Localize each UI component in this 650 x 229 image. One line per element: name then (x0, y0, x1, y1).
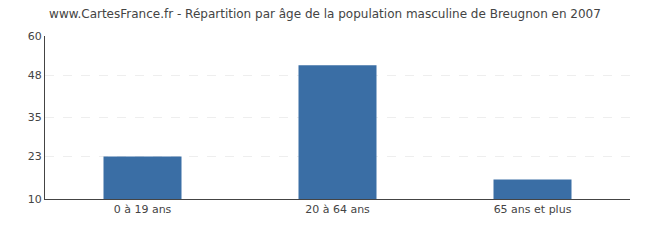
svg-text:0 à 19 ans: 0 à 19 ans (114, 203, 172, 216)
svg-text:23: 23 (28, 150, 42, 163)
svg-text:35: 35 (28, 111, 42, 124)
svg-text:10: 10 (28, 193, 42, 206)
svg-text:65 ans et plus: 65 ans et plus (494, 203, 572, 216)
svg-text:60: 60 (28, 30, 42, 43)
svg-text:www.CartesFrance.fr - Répartit: www.CartesFrance.fr - Répartition par âg… (49, 7, 601, 21)
svg-text:48: 48 (28, 69, 42, 82)
svg-text:20 à 64 ans: 20 à 64 ans (305, 203, 370, 216)
